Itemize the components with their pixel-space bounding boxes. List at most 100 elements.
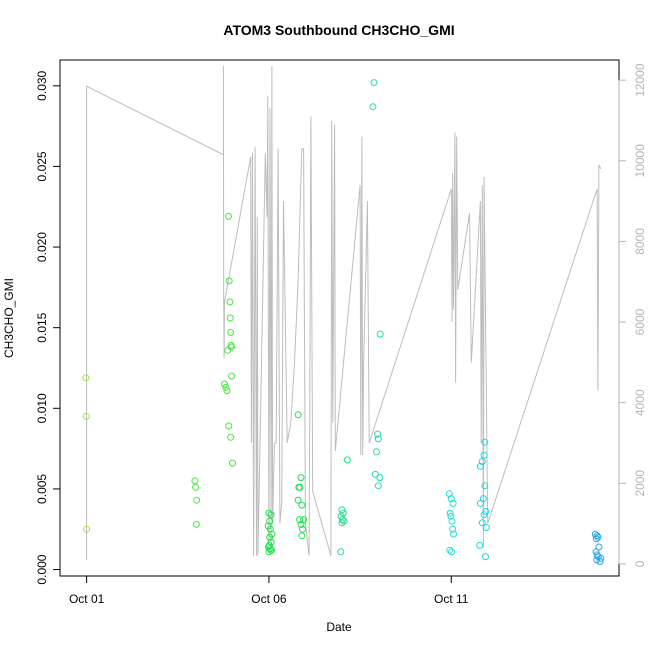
data-point-lime-0 xyxy=(82,374,90,382)
data-point-mint-7 xyxy=(343,456,351,464)
data-point-green-1 xyxy=(192,483,200,491)
data-point-bright-green-22 xyxy=(297,520,305,528)
data-point-bright-green-4 xyxy=(266,525,274,533)
data-point-bright-green-13 xyxy=(266,533,274,541)
data-point-mint-4 xyxy=(340,517,348,525)
y-tick-label-1: 0.005 xyxy=(35,474,49,504)
data-point-blue-10 xyxy=(596,558,604,565)
y2-tick-label-4: 8000 xyxy=(633,228,647,255)
data-point-aqua-8 xyxy=(374,482,382,490)
data-point-cyan-2-9 xyxy=(478,519,486,527)
y2-tick-label-2: 4000 xyxy=(633,389,647,416)
data-point-green-15 xyxy=(228,372,236,380)
data-point-aqua-2 xyxy=(376,330,384,338)
data-point-aqua-5 xyxy=(373,448,380,456)
data-point-blue-8 xyxy=(597,554,605,562)
y-tick-label-3: 0.015 xyxy=(35,312,49,342)
data-point-mint-6 xyxy=(337,548,345,556)
x-tick-label-2: Oct 11 xyxy=(434,592,469,606)
y-axis-label: CH3CHO_GMI xyxy=(2,278,16,358)
data-point-bright-green-17 xyxy=(296,483,304,491)
y2-axis: 0 2000 4000 6000 8000 10000 12000 xyxy=(618,63,647,567)
data-point-bright-green-15 xyxy=(297,474,305,482)
data-point-bright-green-20 xyxy=(296,516,304,524)
data-point-lime-1 xyxy=(82,412,90,420)
y-tick-label-4: 0.020 xyxy=(35,232,49,262)
data-point-cyan-7 xyxy=(450,530,457,538)
x-axis-label: Date xyxy=(326,620,352,634)
data-point-mint-5 xyxy=(338,519,346,527)
data-point-cyan-2-4 xyxy=(481,482,489,490)
data-point-mint-2 xyxy=(337,512,345,520)
data-point-green-12 xyxy=(227,329,235,336)
data-point-cyan-9 xyxy=(448,548,456,556)
data-point-green-2 xyxy=(193,496,201,504)
data-point-mint-3 xyxy=(339,516,347,524)
y2-tick-label-3: 6000 xyxy=(633,308,647,335)
data-point-cyan-2-12 xyxy=(482,553,489,561)
data-point-cyan-2 xyxy=(449,499,457,507)
y2-tick-label-6: 12000 xyxy=(633,63,647,97)
data-point-green-6 xyxy=(223,387,231,395)
data-point-cyan-3 xyxy=(446,509,454,517)
data-point-blue-3 xyxy=(592,535,600,543)
data-point-green-3 xyxy=(192,520,200,528)
data-point-cyan-2-1 xyxy=(480,451,488,459)
data-point-green-16 xyxy=(225,422,233,430)
y2-tick-label-0: 0 xyxy=(633,560,647,567)
data-point-bright-green-23 xyxy=(299,525,306,533)
data-point-cyan-0 xyxy=(445,490,453,498)
data-point-green-4 xyxy=(221,380,228,388)
x-tick-label-0: Oct 01 xyxy=(69,592,105,606)
data-point-blue-2 xyxy=(594,533,602,541)
altitude-trace xyxy=(86,65,602,560)
data-point-cyan-4 xyxy=(447,512,455,520)
data-point-bright-green-2 xyxy=(266,517,274,525)
data-point-green-5 xyxy=(222,383,230,391)
y2-tick-label-1: 2000 xyxy=(633,470,647,497)
data-point-bright-green-14 xyxy=(294,411,302,419)
data-points xyxy=(82,79,605,565)
data-point-cyan-2-3 xyxy=(476,462,484,470)
data-point-aqua-1 xyxy=(369,103,377,111)
y-axis: 0.000 0.005 0.010 0.015 0.020 0.025 0.030 xyxy=(35,70,61,585)
data-point-cyan-2-8 xyxy=(480,511,488,519)
data-point-cyan-2-0 xyxy=(481,438,489,446)
altitude-trace-line xyxy=(86,65,602,560)
data-point-bright-green-12 xyxy=(267,538,275,546)
data-point-bright-green-0 xyxy=(265,509,273,517)
data-point-aqua-7 xyxy=(376,474,384,482)
data-point-green-17 xyxy=(227,433,235,441)
x-tick-label-1: Oct 06 xyxy=(251,592,287,606)
data-point-green-11 xyxy=(226,314,234,322)
y-tick-label-0: 0.000 xyxy=(35,554,49,584)
data-point-green-0 xyxy=(191,477,199,485)
y-tick-label-5: 0.025 xyxy=(35,151,49,181)
data-point-green-18 xyxy=(229,459,236,467)
data-point-cyan-2-11 xyxy=(476,541,484,549)
chart-title: ATOM3 Southbound CH3CHO_GMI xyxy=(223,22,454,38)
data-point-cyan-1 xyxy=(447,495,455,503)
plot-frame xyxy=(59,59,620,577)
x-axis: Oct 01 Oct 06 Oct 11 xyxy=(69,575,469,606)
data-point-green-8 xyxy=(225,212,232,220)
data-point-green-9 xyxy=(225,277,233,285)
data-point-cyan-2-10 xyxy=(482,524,490,532)
data-point-aqua-4 xyxy=(374,435,382,443)
y2-tick-label-5: 10000 xyxy=(633,144,647,178)
data-point-green-10 xyxy=(226,298,234,306)
y-tick-label-6: 0.030 xyxy=(35,70,49,100)
data-point-cyan-5 xyxy=(448,517,456,525)
data-point-bright-green-24 xyxy=(298,532,306,540)
data-point-cyan-6 xyxy=(449,525,457,533)
data-point-bright-green-18 xyxy=(294,496,302,504)
data-point-bright-green-1 xyxy=(267,511,275,519)
data-point-bright-green-19 xyxy=(298,501,306,509)
data-point-aqua-0 xyxy=(370,79,378,87)
data-point-cyan-8 xyxy=(446,546,454,554)
y-tick-label-2: 0.010 xyxy=(35,393,49,423)
data-point-aqua-3 xyxy=(374,430,382,438)
data-point-cyan-2-6 xyxy=(476,499,484,507)
data-point-lime-2 xyxy=(83,525,91,533)
